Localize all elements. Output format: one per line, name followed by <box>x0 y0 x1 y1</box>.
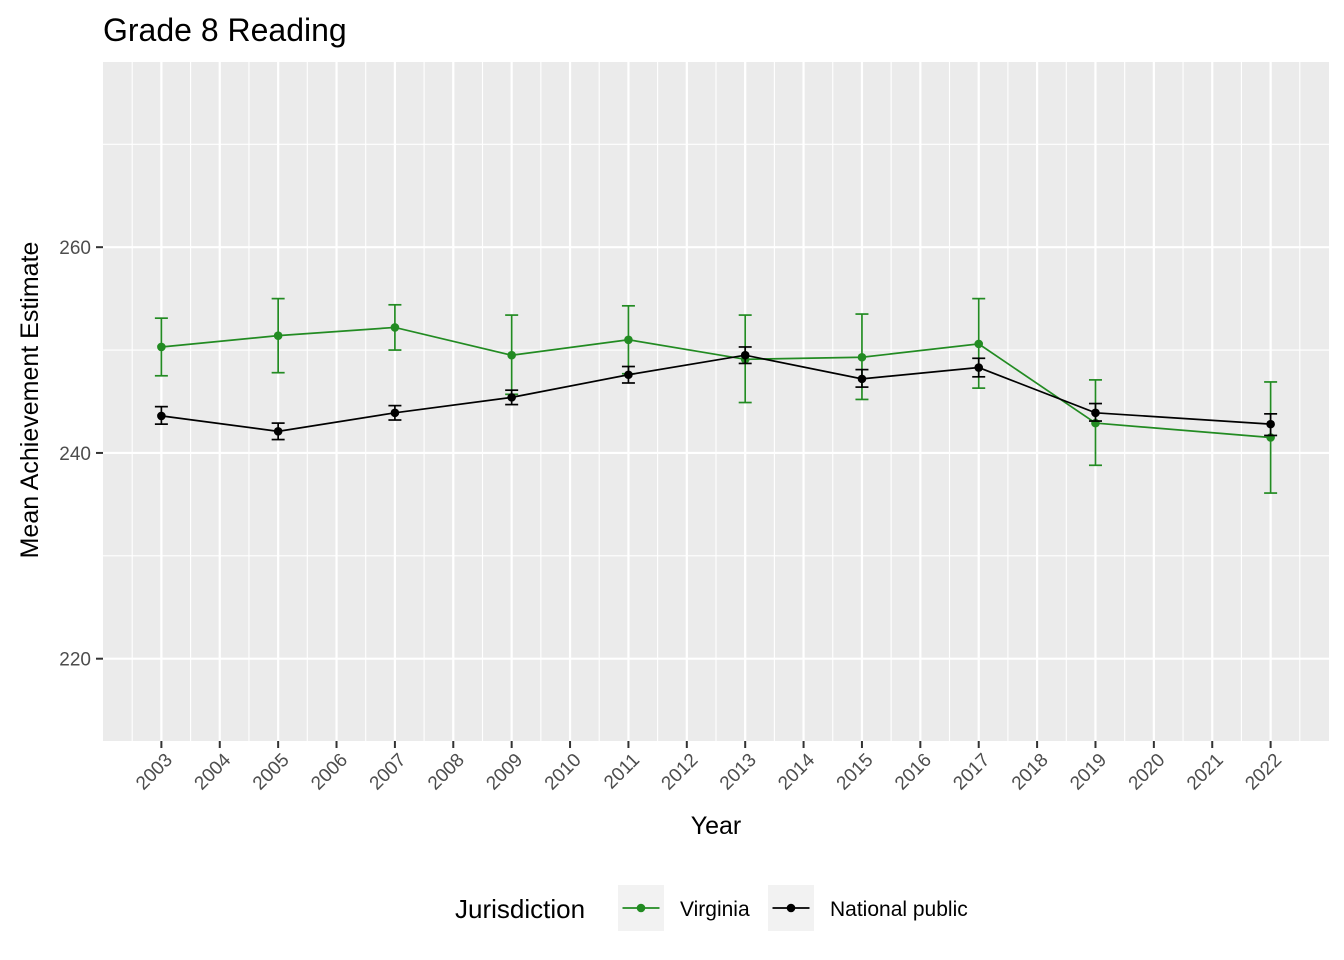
legend-key-point <box>636 903 646 913</box>
legend-title: Jurisdiction <box>455 894 585 924</box>
legend-label: National public <box>830 898 968 921</box>
data-point <box>157 342 166 352</box>
x-tick-label: 2021 <box>1183 750 1228 795</box>
data-point <box>507 393 516 402</box>
x-tick-label: 2013 <box>716 750 761 795</box>
x-tick-label: 2009 <box>482 750 527 795</box>
x-tick-label: 2012 <box>658 750 703 795</box>
data-point <box>273 331 283 340</box>
x-tick-label: 2007 <box>366 750 411 795</box>
x-tick-label: 2004 <box>191 749 236 794</box>
data-point <box>390 408 400 418</box>
y-axis: 220 240 260 <box>59 238 103 671</box>
data-point <box>507 350 516 360</box>
x-tick-label: 2017 <box>950 750 995 795</box>
series-national-public <box>154 346 1278 441</box>
data-point <box>273 427 283 436</box>
y-tick-label: 260 <box>59 238 91 259</box>
grid-major <box>103 62 1329 741</box>
series-line <box>161 354 1271 433</box>
legend: Jurisdiction Virginia National public <box>455 885 968 931</box>
x-tick-label: 2016 <box>891 750 936 795</box>
x-tick-label: 2018 <box>1008 750 1053 795</box>
data-point <box>1091 408 1100 418</box>
y-axis-title: Mean Achievement Estimate <box>16 242 44 559</box>
data-point <box>624 335 633 345</box>
data-point <box>857 374 867 384</box>
x-axis-title: Year <box>691 812 742 840</box>
x-tick-label: 2005 <box>249 750 294 795</box>
legend-key-point <box>786 903 796 913</box>
x-tick-label: 2014 <box>774 749 819 794</box>
data-point <box>857 352 867 362</box>
y-tick-label: 220 <box>59 650 91 671</box>
data-point <box>974 363 984 372</box>
x-tick-label: 2015 <box>833 750 878 795</box>
chart-title: Grade 8 Reading <box>103 12 347 48</box>
series-layer <box>154 297 1278 494</box>
x-axis: 2003 2004 2005 2006 2007 2008 2009 2010 2011 2012… <box>132 741 1286 794</box>
x-tick-label: 2010 <box>541 750 586 795</box>
x-tick-label: 2006 <box>307 750 352 795</box>
x-tick-label: 2008 <box>424 750 469 795</box>
series-line <box>161 326 1271 439</box>
x-tick-label: 2019 <box>1066 750 1111 795</box>
x-tick-label: 2011 <box>600 750 644 794</box>
x-tick-label: 2020 <box>1125 750 1170 795</box>
data-point <box>974 339 984 349</box>
data-point <box>157 411 166 421</box>
legend-label: Virginia <box>680 898 750 921</box>
data-point <box>390 323 400 332</box>
x-tick-label: 2003 <box>132 750 177 795</box>
data-point <box>740 350 750 360</box>
data-point <box>624 370 633 380</box>
x-tick-label: 2022 <box>1241 750 1286 795</box>
data-point <box>1266 419 1275 429</box>
y-tick-label: 240 <box>59 444 91 465</box>
